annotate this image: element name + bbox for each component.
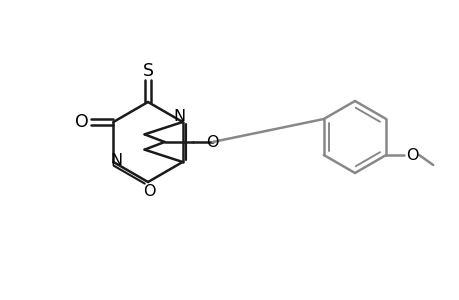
Text: O: O [142, 184, 155, 199]
Text: N: N [110, 152, 122, 167]
Text: O: O [75, 113, 89, 131]
Text: N: N [173, 109, 185, 124]
Text: O: O [405, 148, 418, 163]
Text: S: S [142, 62, 153, 80]
Text: O: O [206, 134, 218, 149]
